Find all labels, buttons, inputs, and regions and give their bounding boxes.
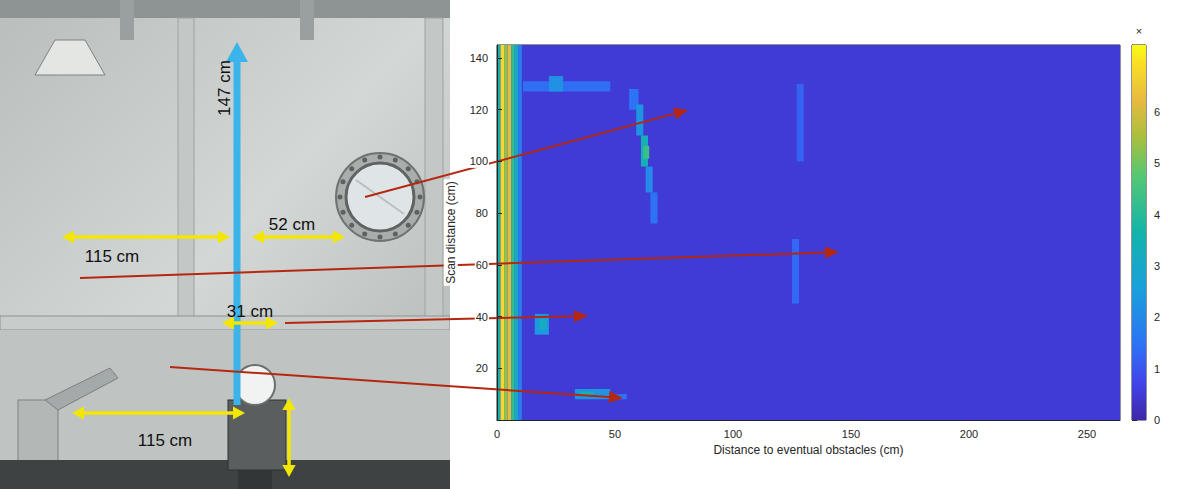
svg-text:2: 2 [1154,311,1160,323]
svg-text:120: 120 [470,104,488,116]
svg-text:200: 200 [960,428,978,440]
svg-text:150: 150 [842,428,860,440]
svg-text:×: × [1136,25,1142,37]
svg-text:52 cm: 52 cm [269,215,315,234]
svg-text:Distance to eventual obstacles: Distance to eventual obstacles (cm) [713,443,903,457]
svg-text:250: 250 [1078,428,1096,440]
svg-text:140: 140 [470,52,488,64]
svg-text:147 cm: 147 cm [215,60,234,116]
svg-text:6: 6 [1154,106,1160,118]
svg-text:3: 3 [1154,260,1160,272]
svg-text:100: 100 [470,155,488,167]
svg-text:4: 4 [1154,209,1160,221]
svg-text:40: 40 [476,311,488,323]
svg-text:0: 0 [494,428,500,440]
svg-text:115 cm: 115 cm [85,247,140,266]
svg-text:31 cm: 31 cm [227,302,273,321]
svg-text:115 cm: 115 cm [138,431,193,450]
svg-text:20: 20 [476,362,488,374]
svg-text:1: 1 [1154,363,1160,375]
svg-text:Scan distance (cm): Scan distance (cm) [444,181,458,284]
svg-text:50: 50 [609,428,621,440]
svg-text:0: 0 [1154,414,1160,426]
svg-text:60: 60 [476,259,488,271]
svg-text:80: 80 [476,207,488,219]
svg-text:100: 100 [724,428,742,440]
svg-text:5: 5 [1154,157,1160,169]
